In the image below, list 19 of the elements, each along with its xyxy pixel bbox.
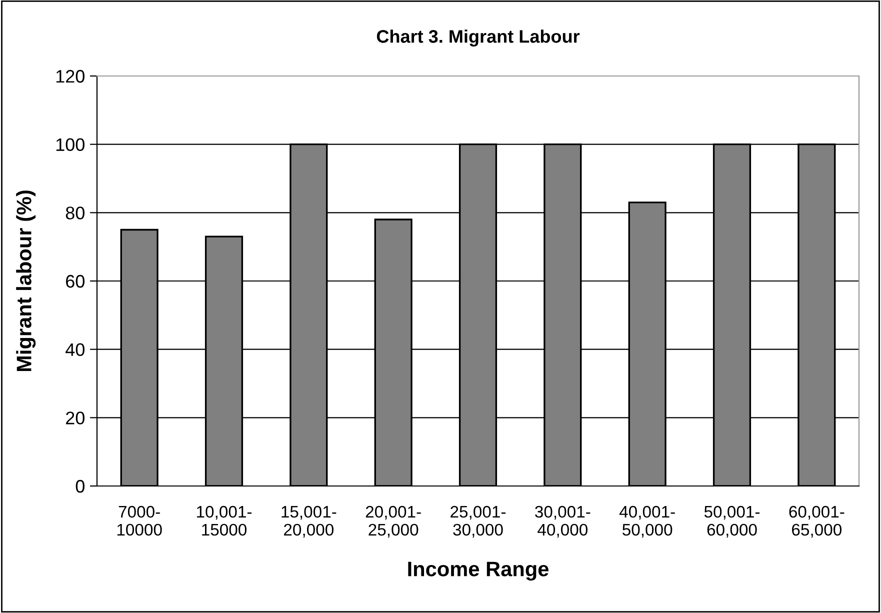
y-tick-label: 40 [66,343,84,356]
y-tick-label: 120 [56,70,84,83]
x-tick-label: 50,001- 60,000 [704,506,760,538]
chart-title: Chart 3. Migrant Labour [376,30,580,46]
x-tick-label: 7000- 10000 [117,506,162,536]
x-axis-title: Income Range [408,562,548,581]
x-tick-label: 25,001- 30,000 [450,506,506,538]
x-tick-label: 30,001- 40,000 [535,506,590,538]
y-tick-label: 0 [76,480,84,493]
y-tick-label: 60 [66,274,84,288]
x-tick-label: 40,001- 50,000 [619,506,675,538]
y-tick-label: 20 [66,412,84,424]
x-tick-label: 15,001- 20,000 [282,506,336,538]
y-tick-label: 80 [66,206,84,220]
y-axis-title: Migrant labour (%) [16,190,36,372]
x-tick-label: 20,001- 25,000 [366,506,421,538]
x-tick-label: 10,001- 15000 [197,506,252,536]
x-tick-label: 60,001- 65,000 [789,506,844,538]
y-tick-label: 100 [56,138,84,152]
